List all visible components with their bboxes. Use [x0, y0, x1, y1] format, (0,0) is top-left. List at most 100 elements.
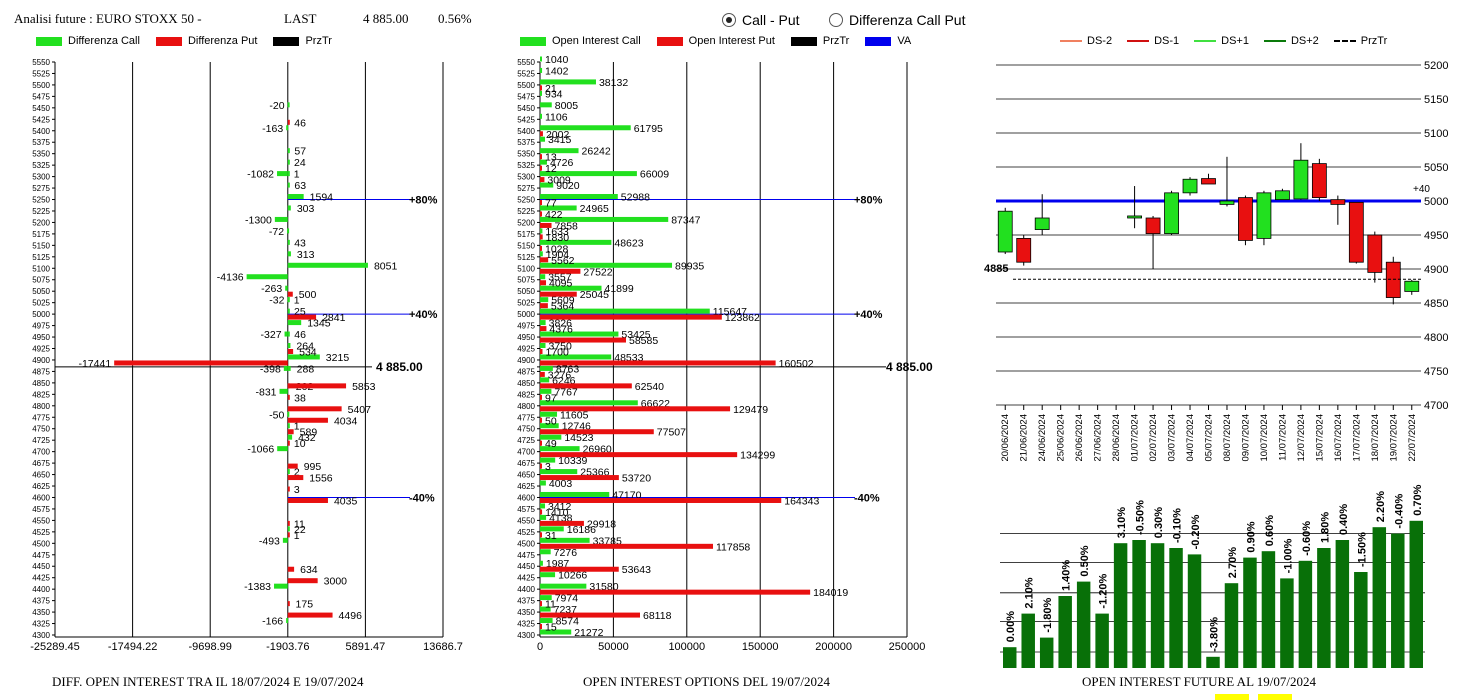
legend-line-ds1 — [1127, 40, 1150, 42]
bar-value-label: 2.10% — [1024, 577, 1036, 608]
diff-call-bar — [287, 102, 290, 108]
radio-call-put[interactable]: Call - Put — [722, 12, 800, 28]
bar-value-label: 24965 — [580, 203, 609, 215]
diff-call-bar — [284, 331, 288, 337]
radio-unselected-icon — [829, 13, 843, 27]
oi-future-bar — [1187, 554, 1202, 668]
oi-put-bar — [540, 371, 545, 377]
oi-future-bar — [1391, 533, 1405, 668]
bar-value-label: 7858 — [555, 220, 579, 232]
candle-body — [1016, 237, 1032, 263]
diff-call-bar — [287, 469, 290, 475]
y-tick-label: 5400 — [32, 127, 50, 136]
y-tick-label: 5325 — [32, 161, 50, 170]
bar-value-label: 1 — [294, 169, 300, 181]
diff-put-bar — [287, 383, 347, 389]
y-tick-label: 5200 — [517, 218, 535, 227]
y-tick-label: 4700 — [517, 448, 535, 457]
price-label: 4 885.00 — [886, 360, 933, 374]
diff-call-bar — [287, 320, 302, 326]
oi-future-bar — [1076, 581, 1091, 668]
va-pct-label: +80% — [854, 195, 883, 207]
bar-value-label: 7974 — [555, 593, 579, 605]
va-pct-label: -40% — [409, 492, 435, 504]
oi-put-bar — [540, 200, 542, 206]
diff-put-bar — [287, 119, 290, 125]
bar-value-label: 53643 — [622, 564, 651, 576]
diff-put-bar — [287, 612, 333, 618]
oi-call-bar — [540, 411, 558, 417]
bar-value-label: -0.20% — [1190, 514, 1202, 549]
diff-call-bar — [287, 434, 293, 440]
highlight-marker — [1215, 694, 1249, 700]
instrument-label: Analisi future : EURO STOXX 50 - — [14, 11, 202, 26]
y-tick-label: 4575 — [32, 505, 50, 514]
legend-przt: PrzTr — [822, 35, 850, 47]
bar-value-label: -4136 — [217, 272, 244, 284]
y-tick-label: 5125 — [517, 253, 535, 262]
bar-value-label: -831 — [256, 386, 277, 398]
y-tick-label: 4950 — [32, 333, 50, 342]
oi-future-bar — [1058, 596, 1072, 668]
y-tick-label: 5550 — [517, 58, 535, 67]
x-date-label: 02/07/2024 — [1148, 414, 1159, 462]
y-tick-label: 5050 — [517, 287, 535, 296]
oi-future-bar — [1113, 543, 1128, 668]
y-tick-label: 4850 — [32, 379, 50, 388]
bar-value-label: -1.50% — [1356, 532, 1368, 567]
y-tick-label: 4350 — [32, 608, 50, 617]
candle-body — [1182, 178, 1198, 194]
y-tick-label: 5450 — [32, 104, 50, 113]
oi-call-bar — [540, 491, 610, 497]
legend-diff-call: Differenza Call — [68, 35, 140, 47]
oi-put-bar — [540, 257, 549, 263]
bar-value-label: 8763 — [556, 363, 580, 375]
bar-value-label: 1402 — [545, 65, 569, 77]
y-tick-label: 4875 — [517, 367, 535, 376]
bar-value-label: 29918 — [587, 518, 616, 530]
bar-value-label: 2.70% — [1227, 547, 1239, 578]
legend-line-dsp2 — [1263, 40, 1286, 42]
bar-value-label: 1830 — [546, 232, 570, 244]
oi-put-bar — [540, 475, 619, 481]
bar-value-label: 1633 — [545, 226, 569, 238]
radio-diff-call-put[interactable]: Differenza Call Put — [829, 12, 965, 28]
y-tick-label: 4600 — [32, 493, 50, 502]
oi-call-bar — [540, 274, 546, 280]
bar-value-label: 21 — [545, 83, 557, 95]
y-tick-label: 5375 — [32, 138, 50, 147]
y-tick-label: 4825 — [517, 390, 535, 399]
y-tick-label: 5200 — [1424, 60, 1448, 72]
bar-value-label: 57 — [294, 146, 306, 158]
x-tick-label: 100000 — [668, 641, 705, 653]
bar-value-label: 3412 — [548, 501, 572, 513]
y-tick-label: 4675 — [32, 459, 50, 468]
y-tick-label: 4375 — [32, 597, 50, 606]
diff-call-bar — [286, 125, 289, 131]
diff-call-bar — [287, 411, 290, 417]
x-date-label: 21/06/2024 — [1019, 414, 1030, 462]
y-tick-label: 5200 — [32, 218, 50, 227]
bar-value-label: 1040 — [545, 54, 569, 66]
y-tick-label: 4975 — [517, 322, 535, 331]
y-tick-label: 4925 — [517, 345, 535, 354]
y-tick-label: 4750 — [517, 425, 535, 434]
candle-body — [997, 210, 1013, 253]
y-tick-label: 4400 — [517, 585, 535, 594]
legend-przt: PrzTr — [1360, 35, 1388, 47]
y-tick-label: 5325 — [517, 161, 535, 170]
bar-value-label: 589 — [300, 427, 318, 439]
y-tick-label: 4975 — [32, 322, 50, 331]
diff-call-bar — [274, 216, 288, 222]
bar-value-label: 4034 — [334, 415, 358, 427]
y-tick-label: 4425 — [517, 574, 535, 583]
bar-value-label: 11 — [294, 518, 305, 530]
diff-call-bar — [287, 251, 291, 257]
candle-body — [1348, 201, 1364, 263]
bar-value-label: 89935 — [675, 260, 704, 272]
bar-value-label: 1904 — [546, 249, 570, 261]
oi-call-bar — [540, 320, 546, 326]
va-pct-label: -40% — [854, 492, 880, 504]
x-date-label: 19/07/2024 — [1388, 414, 1399, 462]
oi-call-bar — [540, 113, 542, 119]
